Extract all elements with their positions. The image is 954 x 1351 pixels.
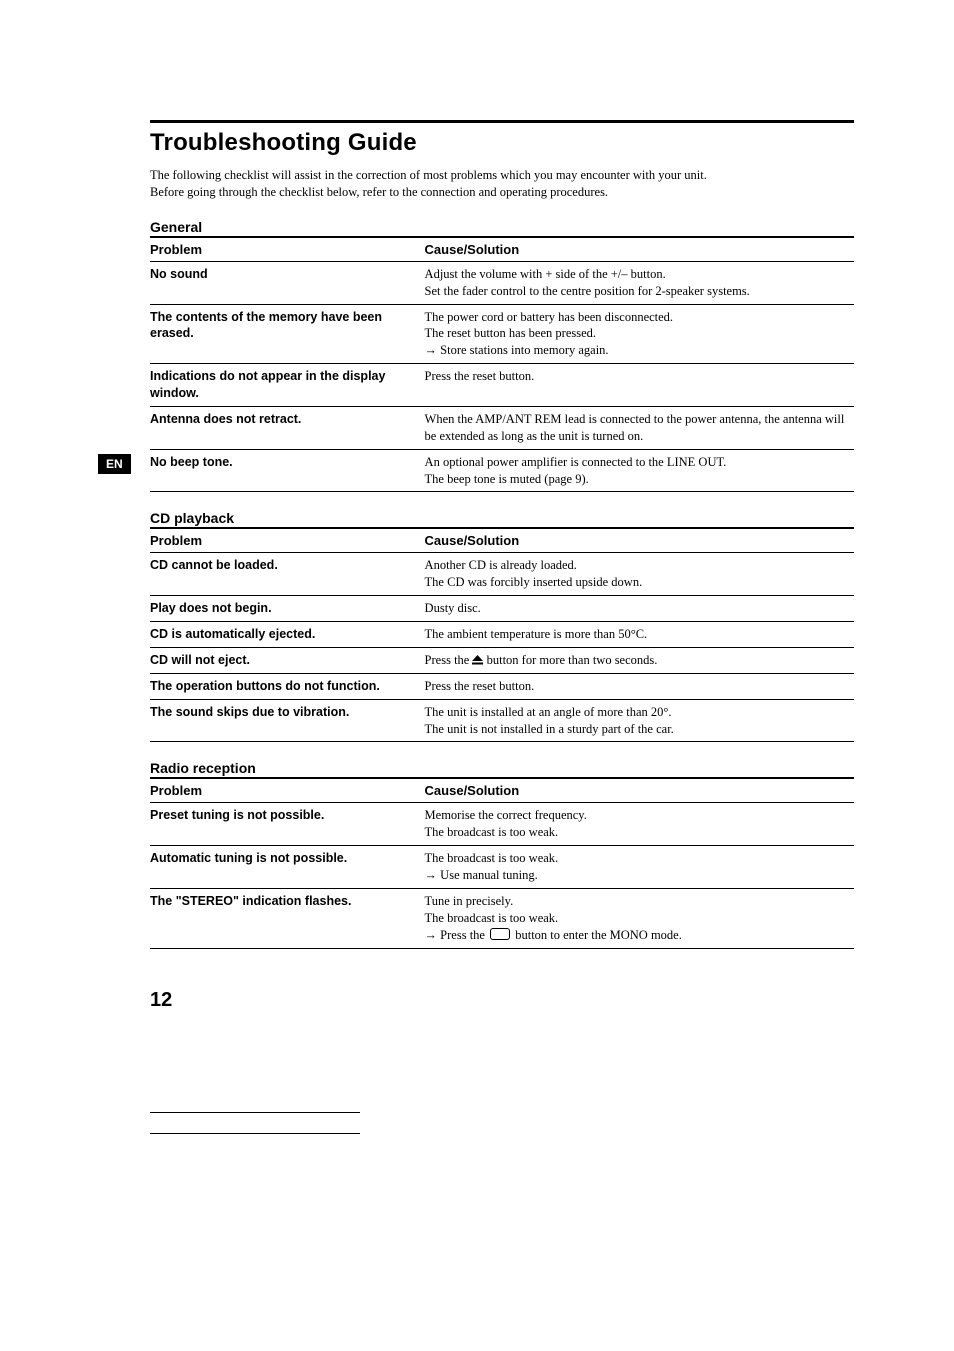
problem-cell: The sound skips due to vibration. [150, 699, 425, 742]
table-row: The sound skips due to vibration. The un… [150, 699, 854, 742]
page-title: Troubleshooting Guide [150, 129, 854, 157]
table-general: Problem Cause/Solution No sound Adjust t… [150, 236, 854, 493]
solution-cell: Dusty disc. [425, 596, 854, 622]
table-row: Indications do not appear in the display… [150, 364, 854, 407]
top-rule [150, 120, 854, 123]
intro-text: The following checklist will assist in t… [150, 167, 854, 201]
solution-cell: Press the reset button. [425, 673, 854, 699]
footer-rules [150, 1112, 854, 1134]
solution-cell: An optional power amplifier is connected… [425, 449, 854, 492]
table-row: The "STEREO" indication flashes. Tune in… [150, 888, 854, 948]
intro-line-1: The following checklist will assist in t… [150, 168, 707, 182]
header-cause: Cause/Solution [425, 528, 854, 553]
solution-cell: Tune in precisely.The broadcast is too w… [425, 888, 854, 948]
header-cause: Cause/Solution [425, 237, 854, 262]
solution-cell: The unit is installed at an angle of mor… [425, 699, 854, 742]
table-radio: Problem Cause/Solution Preset tuning is … [150, 777, 854, 948]
problem-cell: Antenna does not retract. [150, 406, 425, 449]
problem-cell: The operation buttons do not function. [150, 673, 425, 699]
table-row: The operation buttons do not function. P… [150, 673, 854, 699]
problem-cell: Indications do not appear in the display… [150, 364, 425, 407]
problem-cell: The "STEREO" indication flashes. [150, 888, 425, 948]
table-row: CD will not eject. Press the button for … [150, 647, 854, 673]
table-cd: Problem Cause/Solution CD cannot be load… [150, 527, 854, 742]
solution-cell: Adjust the volume with + side of the +/–… [425, 261, 854, 304]
table-row: No beep tone. An optional power amplifie… [150, 449, 854, 492]
problem-cell: The contents of the memory have been era… [150, 304, 425, 364]
header-cause: Cause/Solution [425, 778, 854, 803]
problem-cell: Automatic tuning is not possible. [150, 846, 425, 889]
section-label-cd: CD playback [150, 510, 854, 526]
language-tab: EN [98, 454, 131, 474]
problem-cell: No sound [150, 261, 425, 304]
footer-rule [150, 1112, 360, 1113]
footer-rule [150, 1133, 360, 1134]
section-label-general: General [150, 219, 854, 235]
table-row: No sound Adjust the volume with + side o… [150, 261, 854, 304]
table-row: Play does not begin. Dusty disc. [150, 596, 854, 622]
solution-cell: The ambient temperature is more than 50°… [425, 622, 854, 648]
solution-cell: When the AMP/ANT REM lead is connected t… [425, 406, 854, 449]
problem-cell: Preset tuning is not possible. [150, 803, 425, 846]
table-row: Preset tuning is not possible. Memorise … [150, 803, 854, 846]
solution-cell: Another CD is already loaded.The CD was … [425, 553, 854, 596]
page-number: 12 [150, 989, 854, 1012]
table-row: Antenna does not retract. When the AMP/A… [150, 406, 854, 449]
solution-cell: The broadcast is too weak.→ Use manual t… [425, 846, 854, 889]
solution-cell: The power cord or battery has been disco… [425, 304, 854, 364]
problem-cell: CD cannot be loaded. [150, 553, 425, 596]
solution-cell: Press the button for more than two secon… [425, 647, 854, 673]
table-row: CD is automatically ejected. The ambient… [150, 622, 854, 648]
header-problem: Problem [150, 778, 425, 803]
table-row: Automatic tuning is not possible. The br… [150, 846, 854, 889]
solution-cell: Memorise the correct frequency.The broad… [425, 803, 854, 846]
problem-cell: CD is automatically ejected. [150, 622, 425, 648]
intro-line-2: Before going through the checklist below… [150, 185, 608, 199]
table-row: The contents of the memory have been era… [150, 304, 854, 364]
problem-cell: Play does not begin. [150, 596, 425, 622]
solution-cell: Press the reset button. [425, 364, 854, 407]
header-problem: Problem [150, 528, 425, 553]
problem-cell: CD will not eject. [150, 647, 425, 673]
table-row: CD cannot be loaded. Another CD is alrea… [150, 553, 854, 596]
problem-cell: No beep tone. [150, 449, 425, 492]
section-label-radio: Radio reception [150, 760, 854, 776]
header-problem: Problem [150, 237, 425, 262]
